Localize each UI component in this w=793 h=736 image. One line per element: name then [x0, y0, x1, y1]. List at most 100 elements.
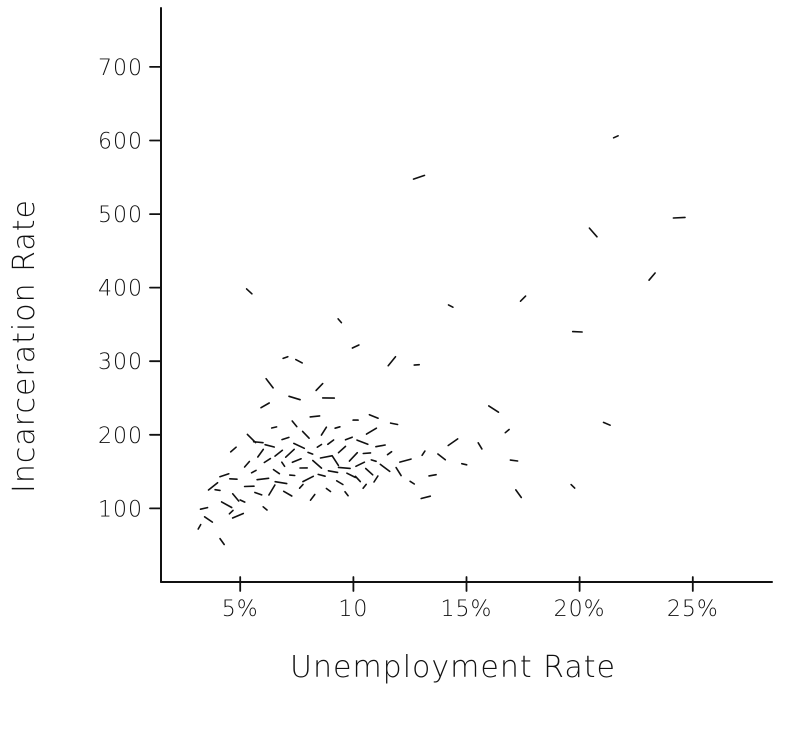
data-point — [348, 451, 359, 462]
data-point — [254, 491, 263, 496]
data-point — [319, 454, 333, 459]
data-point — [570, 483, 576, 489]
data-point — [409, 480, 416, 485]
data-point — [379, 463, 391, 473]
data-point — [315, 382, 324, 392]
x-tick-label: 20% — [554, 597, 606, 622]
data-point — [447, 438, 459, 447]
data-point — [420, 495, 432, 500]
data-point — [344, 490, 349, 497]
data-point — [612, 135, 619, 139]
x-axis-title: Unemployment Rate — [290, 650, 616, 685]
data-point — [514, 489, 523, 499]
data-point — [519, 295, 527, 303]
data-point — [307, 451, 314, 455]
data-point — [282, 490, 293, 497]
data-point — [316, 443, 323, 449]
data-point — [220, 501, 233, 509]
data-point — [214, 488, 221, 492]
data-point — [487, 405, 500, 414]
y-tick-label: 200 — [98, 424, 143, 449]
data-point — [386, 450, 393, 456]
data-point — [362, 483, 368, 490]
data-point — [437, 453, 447, 461]
data-point — [344, 436, 354, 441]
data-point — [320, 426, 328, 436]
data-point — [207, 481, 219, 491]
y-tick-label: 600 — [98, 130, 143, 155]
y-axis-title: Incarceration Rate — [7, 199, 42, 493]
x-tick-label: 25% — [667, 597, 719, 622]
data-point — [231, 512, 245, 519]
data-point — [263, 457, 272, 464]
data-point — [509, 459, 519, 462]
data-point — [219, 472, 230, 478]
data-point — [281, 436, 290, 441]
data-point — [272, 468, 281, 475]
data-point — [326, 439, 335, 446]
y-tick-label: 100 — [98, 497, 143, 522]
data-point — [337, 445, 347, 454]
data-point — [284, 448, 296, 459]
data-point — [228, 509, 234, 515]
data-point — [317, 473, 326, 478]
data-point — [280, 461, 286, 468]
data-point — [309, 415, 321, 418]
data-point — [648, 272, 656, 282]
data-point — [245, 288, 253, 295]
data-point — [311, 459, 323, 469]
data-point — [291, 420, 298, 428]
data-point — [302, 475, 315, 483]
data-point — [395, 466, 402, 477]
data-point — [412, 174, 426, 180]
data-point — [270, 426, 278, 429]
data-point — [334, 425, 341, 430]
data-point — [447, 304, 454, 309]
tick-labels: 5% 10 15% 20% 25% 100 200 300 400 500 600 700 — [98, 56, 719, 622]
data-point — [229, 446, 237, 453]
data-point — [331, 454, 340, 467]
data-point — [298, 483, 304, 490]
data-point — [252, 440, 264, 444]
y-tick-label: 500 — [98, 203, 143, 228]
data-point — [351, 344, 360, 349]
data-point — [365, 427, 378, 435]
data-point — [373, 475, 379, 483]
data-point — [264, 443, 276, 448]
data-point — [219, 537, 225, 546]
y-tick-label: 300 — [98, 350, 143, 375]
data-point — [602, 421, 611, 427]
data-point — [292, 442, 306, 450]
data-point — [387, 355, 397, 367]
data-point — [260, 402, 271, 409]
data-point — [325, 487, 332, 493]
data-point — [301, 430, 310, 440]
data-point — [354, 475, 362, 483]
x-tick-label: 10 — [338, 597, 368, 622]
x-tick-label: 5% — [222, 597, 259, 622]
data-point — [203, 515, 214, 523]
data-point — [356, 439, 369, 446]
data-point — [428, 473, 437, 477]
data-point — [256, 448, 265, 458]
data-point — [389, 422, 399, 426]
data-point — [231, 492, 240, 502]
data-point — [274, 449, 284, 457]
data-point — [268, 484, 276, 496]
data-point — [288, 395, 301, 401]
data-point — [368, 413, 379, 420]
y-tick-label: 700 — [98, 56, 143, 81]
data-point — [364, 467, 374, 476]
data-point — [274, 480, 288, 485]
data-point — [398, 458, 412, 463]
data-point — [460, 462, 468, 466]
data-point — [477, 441, 483, 450]
data-point — [243, 460, 251, 468]
data-point — [291, 457, 302, 464]
data-point — [199, 506, 209, 511]
data-point — [370, 459, 377, 463]
data-point — [375, 444, 386, 448]
data-point — [197, 523, 202, 530]
data-point — [282, 355, 289, 360]
